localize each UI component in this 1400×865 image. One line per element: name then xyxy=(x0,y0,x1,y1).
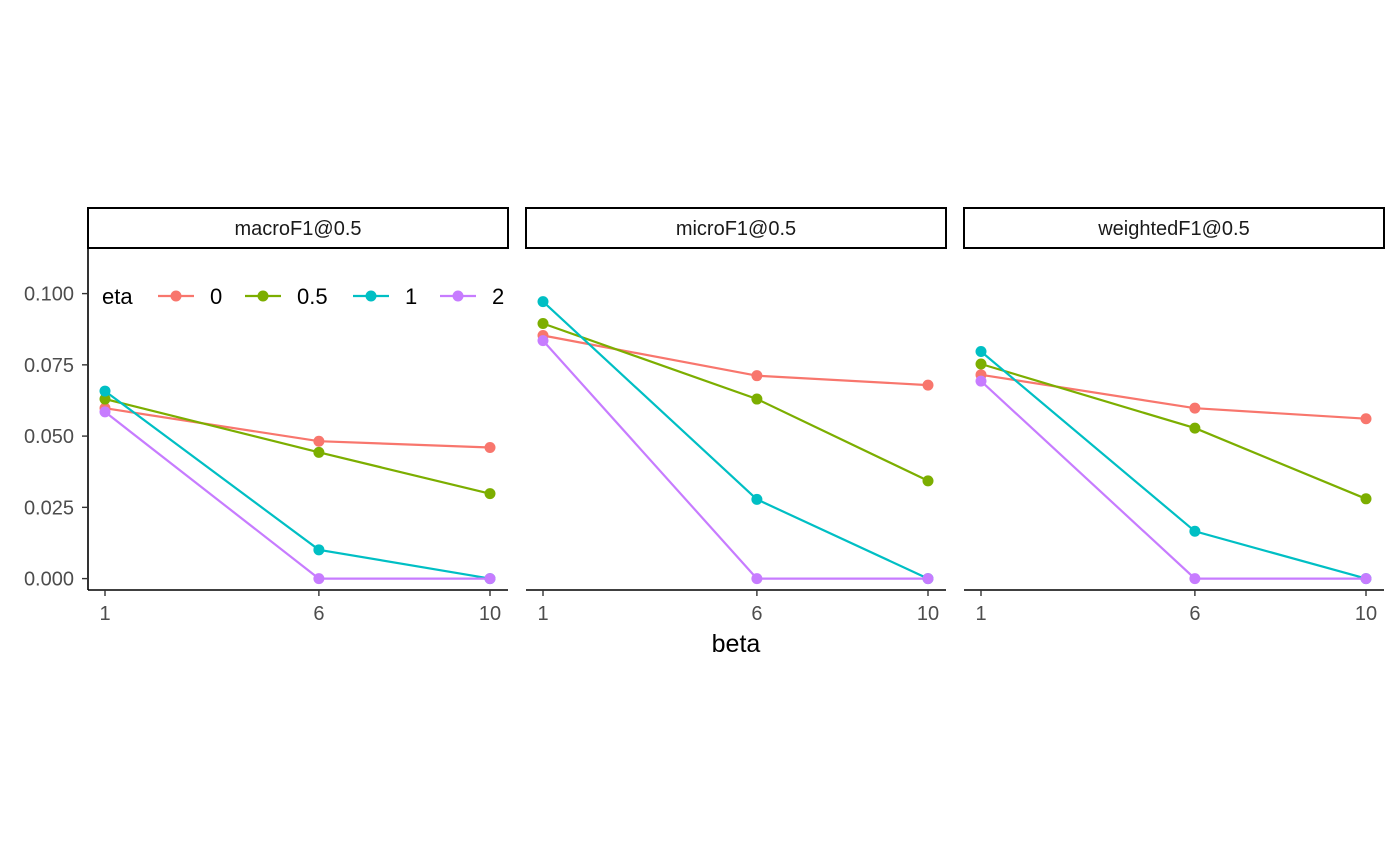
data-point-eta-1 xyxy=(751,493,763,505)
data-point-eta-0.5 xyxy=(1189,422,1201,434)
data-point-eta-0 xyxy=(484,442,496,453)
legend: eta 0 0.5 1 2 xyxy=(102,284,504,309)
data-point-eta-2 xyxy=(751,573,763,585)
x-tick-label: 6 xyxy=(1189,603,1200,625)
panel-strip xyxy=(87,207,509,249)
data-point-eta-1 xyxy=(975,345,987,357)
data-point-eta-0 xyxy=(1360,413,1372,425)
data-point-eta-2 xyxy=(1189,573,1201,585)
legend-item: 1 xyxy=(353,284,417,309)
legend-label: 0 xyxy=(210,284,222,309)
legend-item: 0 xyxy=(158,284,222,309)
data-point-eta-0.5 xyxy=(975,358,987,370)
data-point-eta-0.5 xyxy=(313,446,325,458)
x-tick-label: 1 xyxy=(99,603,110,625)
x-tick-label: 10 xyxy=(917,603,939,625)
y-tick-label: 0.100 xyxy=(24,284,74,306)
legend-key-point xyxy=(257,290,269,302)
legend-label: 1 xyxy=(405,284,417,309)
x-tick-label: 6 xyxy=(751,603,762,625)
series-line-eta-1 xyxy=(104,390,491,580)
data-point-eta-2 xyxy=(99,406,111,418)
legend-label: 0.5 xyxy=(297,284,328,309)
data-point-eta-2 xyxy=(484,573,496,585)
panel-title: macroF1@0.5 xyxy=(234,218,361,240)
data-point-eta-0.5 xyxy=(1360,493,1372,505)
y-tick-label: 0.050 xyxy=(24,426,74,448)
legend-item: 2 xyxy=(440,284,504,309)
y-tick-label: 0.000 xyxy=(24,569,74,591)
legend-key-point xyxy=(452,290,464,302)
data-point-eta-0.5 xyxy=(537,318,549,330)
x-tick-label: 1 xyxy=(975,603,986,625)
legend-key-point xyxy=(170,290,182,302)
data-point-eta-2 xyxy=(537,335,549,347)
legend-item: 0.5 xyxy=(245,284,328,309)
data-point-eta-0 xyxy=(751,370,763,382)
data-point-eta-1 xyxy=(313,544,325,556)
data-point-eta-0.5 xyxy=(99,393,111,405)
panel-strip xyxy=(525,207,947,249)
data-point-eta-2 xyxy=(313,573,325,585)
panel-strip xyxy=(963,207,1385,249)
series-line-eta-2 xyxy=(542,339,928,580)
panel: macroF1@0.51 6 10 xyxy=(87,207,509,625)
legend-label: 2 xyxy=(492,284,504,309)
data-point-eta-2 xyxy=(922,573,934,585)
x-tick-label: 6 xyxy=(313,603,324,625)
y-tick-label: 0.025 xyxy=(24,497,74,519)
panel: microF1@0.5 1 6 10 xyxy=(525,207,947,625)
data-point-eta-0 xyxy=(313,435,325,447)
series-line-eta-1 xyxy=(980,350,1367,580)
data-point-eta-0 xyxy=(1189,402,1201,414)
x-tick-label: 1 xyxy=(537,603,548,625)
data-point-eta-1 xyxy=(1189,525,1201,537)
data-point-eta-2 xyxy=(975,375,987,387)
panel-title: microF1@0.5 xyxy=(676,218,796,240)
legend-key-point xyxy=(365,290,377,302)
data-point-eta-2 xyxy=(1360,573,1372,585)
data-point-eta-0.5 xyxy=(922,475,934,487)
series-line-eta-2 xyxy=(980,380,1366,580)
data-point-eta-0.5 xyxy=(751,393,763,405)
panel-title: weightedF1@0.5 xyxy=(1097,218,1250,240)
data-point-eta-1 xyxy=(99,385,111,397)
x-axis-title: beta xyxy=(712,630,761,658)
x-tick-label: 10 xyxy=(1355,603,1377,625)
data-point-eta-1 xyxy=(537,296,549,308)
data-point-eta-0.5 xyxy=(484,488,496,500)
legend-title: eta xyxy=(102,284,133,309)
panel: weightedF1@0.5 1 6 10 xyxy=(963,207,1385,625)
x-tick-label: 10 xyxy=(479,603,501,625)
y-axis: 0.000 0.025 0.050 0.075 0.100 xyxy=(24,248,89,591)
data-point-eta-0 xyxy=(922,379,934,391)
y-tick-label: 0.075 xyxy=(24,355,74,377)
